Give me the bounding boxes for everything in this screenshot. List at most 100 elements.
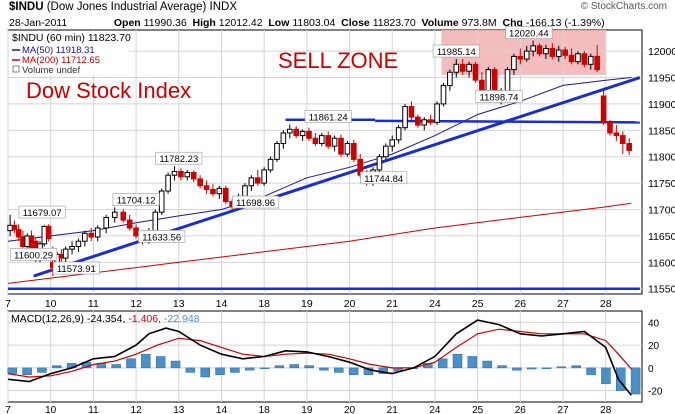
price-axis-tick-label: 11600 <box>648 257 675 269</box>
quote-line: 28-Jan-2011 Open 11990.36 High 12012.42 … <box>9 17 605 29</box>
candle-body <box>210 188 216 195</box>
candle-body <box>626 143 632 151</box>
time-axis-tick-label: 28 <box>600 298 612 310</box>
price-callout-box <box>10 248 58 261</box>
macd-time-axis-tick-label: 18 <box>259 405 271 414</box>
time-axis-tick-label: 7 <box>5 298 11 310</box>
macd-histogram-bar <box>630 367 641 395</box>
candle-body <box>434 103 440 123</box>
macd-histogram-bar <box>259 367 270 369</box>
macd-legend-part: -24.354, <box>87 313 128 325</box>
macd-histogram-bar <box>126 358 136 369</box>
candle-body <box>581 53 588 65</box>
macd-histogram-bar <box>586 367 596 375</box>
candle-body <box>338 137 344 155</box>
price-callout-label: 11633.56 <box>142 232 181 243</box>
time-axis-tick-label: 14 <box>216 298 228 310</box>
candle-body <box>126 219 133 229</box>
macd-histogram-bar <box>452 353 463 369</box>
time-axis-tick-label: 10 <box>45 298 57 310</box>
macd-line <box>7 319 632 396</box>
candle-body <box>607 121 613 134</box>
macd-time-axis-tick-label: 10 <box>45 405 57 414</box>
price-callout-box <box>155 151 203 165</box>
macd-histogram-bar <box>319 367 329 371</box>
candle-body <box>242 185 248 197</box>
time-axis-tick-label: 11 <box>88 298 99 310</box>
candle-body <box>75 240 82 247</box>
price-callout-label: 11861.24 <box>309 113 348 124</box>
candle-body <box>45 225 52 240</box>
candle-body <box>466 63 472 72</box>
candle-body <box>120 211 127 221</box>
price-callout-box <box>18 205 66 219</box>
high-value: 12012.42 <box>218 17 263 29</box>
low-value: 11803.04 <box>292 17 336 29</box>
candle-body <box>530 45 536 52</box>
price-axis-tick-label: 11950 <box>648 73 675 85</box>
price-callout-box <box>112 193 160 206</box>
time-axis-tick-label: 18 <box>258 298 270 310</box>
candle-body <box>575 53 581 63</box>
candle-body <box>254 177 261 184</box>
macd-legend: MACD(12,26,9) -24.354, -1.406, -22.948 <box>11 313 200 325</box>
candle-body <box>587 55 594 65</box>
candle-body <box>562 49 568 56</box>
candle-body <box>389 139 396 147</box>
macd-histogram-bar <box>334 367 344 373</box>
candle-body <box>299 130 306 137</box>
macd-legend-part: -1.406, <box>128 313 164 325</box>
price-callout-label: 12020.44 <box>509 29 549 40</box>
chg-label: Chg <box>502 17 523 29</box>
close-label: Close <box>341 17 370 29</box>
macd-histogram-bar <box>230 367 240 373</box>
trend-line <box>33 76 641 278</box>
macd-histogram-bar <box>37 367 47 373</box>
candle-body <box>190 172 197 180</box>
macd-histogram-bar <box>22 367 32 375</box>
candle-body <box>111 211 118 218</box>
macd-histogram-bar <box>215 367 225 375</box>
candle-body <box>11 224 18 231</box>
chart-title-line: $INDU (Dow Jones Industrial Average) IND… <box>9 1 237 13</box>
candle-body <box>331 137 338 147</box>
macd-legend-part: -22.948 <box>164 313 200 325</box>
macd-histogram-bar <box>497 365 507 369</box>
time-axis-tick-label: 19 <box>301 298 313 310</box>
time-axis-tick-label: 20 <box>344 298 356 310</box>
candle-body <box>440 84 447 105</box>
candle-body <box>453 63 460 73</box>
candle-body <box>395 127 402 141</box>
price-callout-box <box>52 261 100 275</box>
macd-time-axis-tick-label: 7 <box>5 405 11 414</box>
candle-body <box>523 50 530 60</box>
macd-histogram-bar <box>141 353 151 369</box>
time-axis-tick-label: 26 <box>514 298 526 310</box>
candle-body <box>415 116 421 126</box>
macd-histogram-bar <box>601 367 611 385</box>
sell-zone-label: SELL ZONE <box>278 48 398 73</box>
price-callout-box <box>432 44 480 58</box>
macd-histogram-bar <box>616 367 626 391</box>
macd-axis-tick-label: -20 <box>648 387 663 398</box>
candle-body <box>94 227 101 238</box>
candle-body <box>165 174 171 192</box>
candle-body <box>613 132 620 137</box>
candle-body <box>325 135 332 147</box>
low-label: Low <box>268 17 290 29</box>
price-callout-box <box>505 26 553 39</box>
macd-histogram-bar <box>170 360 181 369</box>
candle-body <box>536 45 543 55</box>
macd-histogram-bar <box>556 366 567 369</box>
candle-body <box>619 135 626 145</box>
macd-histogram-bar <box>467 356 478 369</box>
candle-body <box>293 128 299 137</box>
candle-body <box>306 130 312 139</box>
price-axis-tick-label: 12000 <box>648 46 675 58</box>
candle-body <box>383 145 389 158</box>
candle-body <box>82 232 88 242</box>
legend-main: $INDU (60 min) 11823.70 <box>12 32 131 44</box>
candle-body <box>88 232 95 238</box>
candle-body <box>351 143 357 160</box>
